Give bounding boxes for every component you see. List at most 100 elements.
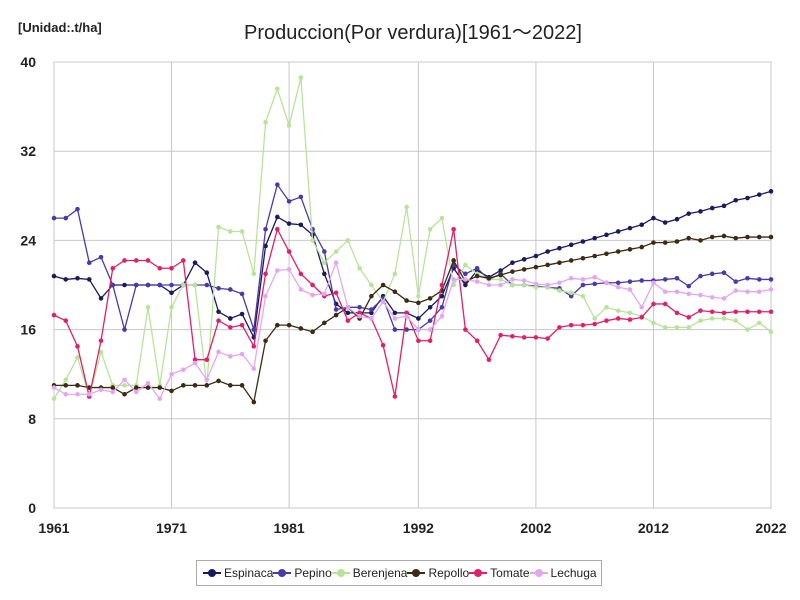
- data-point-tomate: [439, 282, 445, 288]
- data-point-lechuga: [310, 292, 315, 298]
- data-point-espinaca: [733, 197, 739, 203]
- data-point-espinaca: [122, 282, 127, 288]
- data-point-pepino: [615, 280, 621, 286]
- data-point-espinaca: [709, 205, 715, 211]
- legend-label: Tomate: [490, 566, 530, 580]
- data-point-lechuga: [404, 313, 409, 319]
- data-point-repollo: [133, 385, 139, 390]
- data-point-repollo: [416, 300, 421, 306]
- data-point-berenjena: [63, 377, 69, 383]
- data-point-berenjena: [228, 229, 233, 234]
- legend-item-berenjena: Berenjena: [331, 566, 407, 580]
- data-point-repollo: [427, 296, 433, 301]
- data-point-espinaca: [369, 310, 374, 316]
- series-lines: [51, 75, 774, 405]
- data-point-espinaca: [63, 277, 69, 282]
- data-point-berenjena: [180, 282, 186, 288]
- data-point-repollo: [662, 240, 668, 245]
- data-point-tomate: [639, 315, 645, 320]
- data-point-lechuga: [239, 351, 245, 357]
- data-point-berenjena: [75, 355, 80, 360]
- data-point-berenjena: [510, 282, 515, 288]
- data-point-lechuga: [63, 391, 69, 397]
- data-point-berenjena: [169, 305, 174, 310]
- data-point-espinaca: [686, 211, 692, 216]
- data-point-repollo: [721, 233, 727, 239]
- data-point-lechuga: [498, 282, 503, 288]
- data-point-berenjena: [239, 229, 245, 234]
- data-point-berenjena: [345, 238, 351, 243]
- data-point-tomate: [662, 301, 668, 307]
- data-point-lechuga: [192, 360, 198, 366]
- data-point-berenjena: [251, 271, 257, 277]
- data-point-lechuga: [86, 391, 92, 397]
- data-point-tomate: [286, 249, 292, 254]
- data-point-lechuga: [251, 366, 257, 371]
- data-point-lechuga: [545, 282, 550, 288]
- data-point-lechuga: [98, 387, 104, 393]
- data-point-berenjena: [98, 349, 104, 355]
- data-point-pepino: [756, 277, 762, 282]
- data-point-berenjena: [404, 204, 409, 210]
- data-point-espinaca: [615, 229, 621, 234]
- data-point-lechuga: [204, 377, 210, 383]
- data-point-tomate: [345, 318, 351, 323]
- data-point-berenjena: [651, 320, 656, 326]
- data-point-berenjena: [521, 282, 527, 288]
- data-point-espinaca: [745, 195, 750, 201]
- data-point-lechuga: [568, 276, 574, 281]
- legend-swatch: [407, 568, 426, 578]
- data-point-repollo: [756, 234, 762, 240]
- data-point-lechuga: [369, 316, 374, 321]
- data-point-lechuga: [157, 396, 163, 402]
- data-point-lechuga: [662, 289, 668, 294]
- tick-labels: 0 8 16 24 32 40 1961 1971 1981 1992 2002 2012 2022: [20, 54, 786, 536]
- data-point-berenjena: [709, 316, 715, 321]
- data-point-berenjena: [557, 288, 562, 293]
- data-point-tomate: [98, 338, 104, 344]
- data-point-lechuga: [768, 287, 774, 292]
- data-point-tomate: [486, 357, 492, 363]
- data-point-tomate: [157, 265, 163, 271]
- data-point-repollo: [216, 378, 221, 384]
- data-point-pepino: [733, 279, 739, 284]
- data-point-tomate: [686, 315, 692, 320]
- data-point-pepino: [110, 282, 116, 288]
- data-point-tomate: [239, 322, 245, 328]
- data-point-tomate: [533, 335, 539, 340]
- x-tick-label: 1992: [403, 520, 434, 536]
- data-point-lechuga: [169, 371, 174, 377]
- data-point-berenjena: [768, 329, 774, 335]
- data-point-espinaca: [427, 305, 433, 310]
- data-point-lechuga: [145, 380, 151, 386]
- data-point-repollo: [204, 383, 210, 388]
- data-point-pepino: [122, 327, 127, 332]
- series-line-tomate: [53, 227, 771, 397]
- data-point-pepino: [580, 282, 586, 288]
- x-tick-label: 1961: [38, 520, 69, 536]
- y-tick-label: 16: [20, 322, 36, 338]
- data-point-pepino: [627, 279, 633, 284]
- data-point-lechuga: [686, 291, 692, 297]
- data-point-tomate: [615, 316, 621, 321]
- data-point-tomate: [498, 332, 503, 338]
- data-point-espinaca: [239, 311, 245, 317]
- data-point-pepino: [216, 286, 221, 291]
- data-point-berenjena: [674, 325, 680, 330]
- data-point-berenjena: [122, 383, 127, 388]
- data-point-espinaca: [604, 232, 609, 238]
- data-point-lechuga: [698, 292, 703, 298]
- data-point-lechuga: [639, 305, 645, 310]
- data-point-tomate: [357, 310, 362, 316]
- data-point-espinaca: [721, 203, 727, 209]
- data-point-repollo: [251, 399, 257, 405]
- data-point-lechuga: [416, 327, 421, 332]
- data-point-berenjena: [392, 271, 398, 277]
- data-point-espinaca: [639, 222, 645, 228]
- data-point-repollo: [322, 320, 327, 326]
- data-point-berenjena: [463, 262, 468, 268]
- data-point-berenjena: [533, 284, 539, 290]
- data-point-repollo: [568, 258, 574, 263]
- data-point-espinaca: [204, 270, 210, 276]
